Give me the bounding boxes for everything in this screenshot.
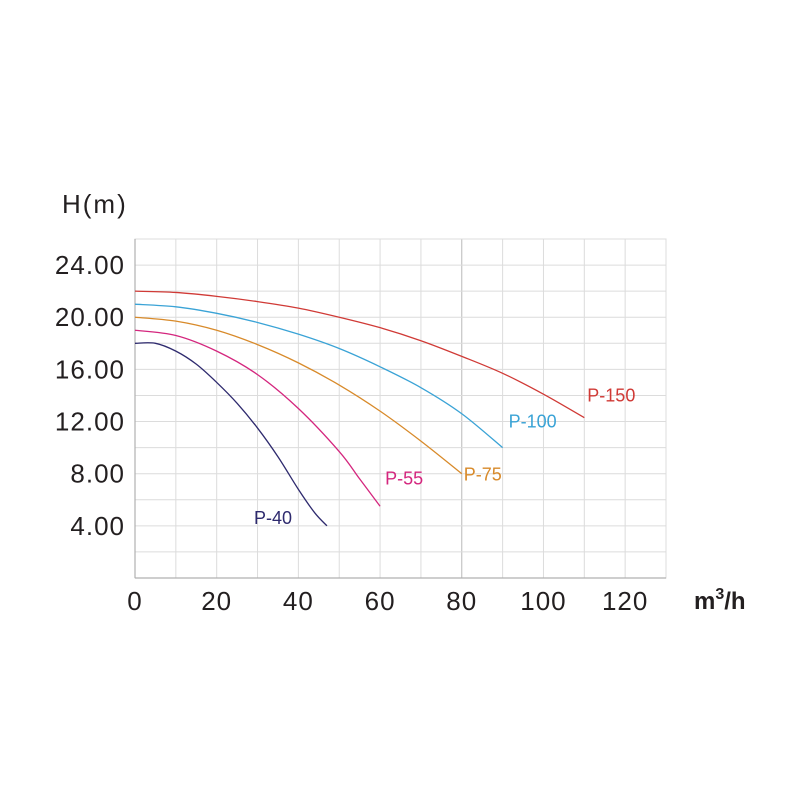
x-axis-unit-tail: /h	[724, 588, 745, 615]
y-tick-label: 16.00	[55, 354, 125, 384]
series-label-p-75: P-75	[464, 465, 502, 485]
x-tick-label: 20	[201, 586, 232, 616]
y-tick-label: 12.00	[55, 407, 125, 437]
y-tick-labels: 4.00 8.00 12.00 16.00 20.00 24.00	[55, 250, 125, 541]
plot-border	[134, 238, 667, 579]
grid	[134, 238, 667, 579]
series-label-p-55: P-55	[385, 468, 423, 488]
curve-p-55	[134, 329, 381, 507]
curves	[134, 290, 585, 527]
curve-p-40	[134, 342, 328, 527]
x-tick-label: 120	[602, 586, 648, 616]
x-tick-label: 60	[365, 586, 396, 616]
curve-p-150	[134, 290, 585, 419]
y-tick-label: 24.00	[55, 250, 125, 280]
x-tick-label: 100	[520, 586, 566, 616]
series-label-p-150: P-150	[587, 386, 635, 406]
y-tick-label: 4.00	[70, 511, 125, 541]
series-labels: P-40 P-55 P-75 P-100 P-150	[254, 386, 635, 528]
y-axis-title: H(m)	[62, 189, 128, 219]
x-tick-label: 0	[127, 586, 142, 616]
series-label-p-40: P-40	[254, 508, 292, 528]
x-axis-unit-superscript: 3	[715, 586, 724, 603]
y-tick-label: 8.00	[70, 459, 125, 489]
x-tick-label: 80	[446, 586, 477, 616]
curve-p-100	[134, 303, 504, 449]
x-axis-unit-base: m	[694, 588, 715, 615]
y-tick-label: 20.00	[55, 302, 125, 332]
series-label-p-100: P-100	[509, 412, 557, 432]
curve-p-75	[134, 316, 463, 475]
x-tick-labels: 0 20 40 60 80 100 120	[127, 586, 648, 616]
x-axis-unit: m3/h	[694, 586, 746, 615]
x-tick-label: 40	[283, 586, 314, 616]
